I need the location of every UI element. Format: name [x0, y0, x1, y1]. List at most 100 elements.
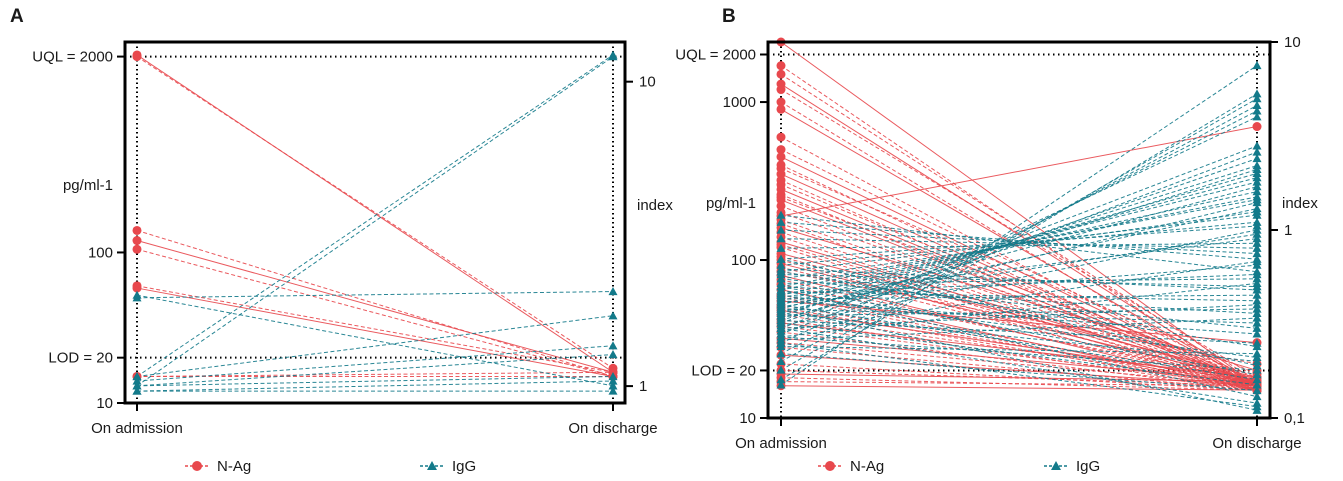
igg-line	[136, 315, 614, 377]
right-axis-title: index	[637, 197, 673, 214]
nag-marker	[132, 225, 142, 235]
igg-line	[780, 258, 1258, 367]
igg-line	[780, 233, 1258, 308]
igg-line	[780, 229, 1258, 254]
nag-marker	[132, 52, 142, 62]
legend-item-n-ag: N-Ag	[185, 458, 251, 475]
igg-line	[780, 221, 1258, 260]
igg-line	[780, 308, 1258, 411]
igg-marker	[1252, 60, 1262, 70]
igg-line	[780, 268, 1258, 291]
legend-label: IgG	[452, 458, 476, 475]
igg-marker	[776, 300, 786, 309]
igg-line	[780, 300, 1258, 335]
legend-marker	[825, 461, 835, 471]
nag-line	[780, 309, 1258, 383]
igg-marker	[1252, 112, 1262, 121]
igg-marker	[1252, 229, 1262, 238]
igg-line	[780, 214, 1258, 273]
igg-line	[780, 242, 1258, 249]
legend-label: N-Ag	[850, 458, 884, 475]
igg-marker	[608, 371, 618, 381]
igg-line	[136, 56, 614, 387]
igg-marker	[1252, 375, 1262, 384]
series-markers	[132, 50, 618, 395]
igg-line	[780, 158, 1258, 324]
igg-line	[780, 221, 1258, 266]
nag-line	[780, 247, 1258, 391]
right-tick-label: 1	[1284, 222, 1292, 239]
igg-line	[780, 346, 1258, 355]
igg-marker	[776, 365, 786, 374]
x-category-label: On discharge	[1212, 435, 1301, 452]
igg-line	[780, 286, 1258, 314]
left-tick-label: 100	[731, 252, 756, 269]
igg-line	[780, 110, 1258, 355]
igg-marker	[1252, 342, 1262, 351]
igg-marker	[776, 234, 786, 243]
nag-marker	[776, 152, 786, 162]
igg-line	[780, 286, 1258, 376]
igg-line	[136, 345, 614, 382]
igg-marker	[1252, 225, 1262, 234]
igg-line	[780, 278, 1258, 284]
igg-marker	[776, 318, 786, 327]
igg-marker	[1252, 260, 1262, 269]
igg-marker	[1252, 147, 1262, 156]
igg-line	[780, 322, 1258, 386]
x-category-label: On admission	[91, 420, 183, 437]
chart-panel-a: A 10 LOD = 20 100 UQL = 2000 1 10 pg/ml-1 index O…	[10, 6, 673, 437]
igg-line	[780, 211, 1258, 280]
nag-line	[780, 381, 1258, 387]
igg-line	[780, 291, 1258, 302]
igg-marker	[1252, 248, 1262, 258]
nag-line	[780, 373, 1258, 383]
igg-marker	[1252, 370, 1262, 379]
igg-marker	[1252, 300, 1262, 309]
igg-marker	[776, 308, 786, 318]
igg-line	[136, 380, 614, 392]
legend-marker	[192, 461, 202, 471]
igg-marker	[776, 375, 786, 384]
igg-marker	[608, 311, 618, 320]
nag-marker	[776, 132, 786, 142]
nag-line	[136, 287, 614, 377]
legend-item-igg: IgG	[1044, 458, 1100, 475]
legend-panel-a: N-Ag IgG	[185, 458, 476, 475]
legend-marker	[1051, 461, 1061, 470]
igg-line	[780, 225, 1258, 260]
series-lines	[780, 41, 1258, 411]
left-tick-label: LOD = 20	[48, 350, 113, 367]
nag-marker	[776, 201, 786, 211]
igg-marker	[1252, 313, 1262, 322]
right-tick-label: 0,1	[1284, 410, 1305, 427]
nag-marker	[132, 236, 142, 246]
igg-marker	[1252, 141, 1262, 150]
igg-marker	[1252, 154, 1262, 163]
igg-line	[780, 342, 1258, 408]
nag-line	[780, 304, 1258, 387]
igg-marker	[776, 290, 786, 299]
igg-line	[780, 308, 1258, 324]
igg-marker	[1252, 106, 1262, 115]
igg-marker	[608, 287, 618, 296]
nag-line	[136, 54, 614, 373]
nag-line	[780, 319, 1258, 391]
igg-line	[780, 238, 1258, 249]
nag-line	[780, 205, 1258, 391]
igg-marker	[1252, 243, 1262, 252]
igg-marker	[608, 349, 618, 359]
legend-item-n-ag: N-Ag	[818, 458, 884, 475]
igg-line	[780, 93, 1258, 381]
nag-line	[136, 371, 614, 377]
igg-marker	[776, 217, 786, 226]
left-axis-title: pg/ml-1	[63, 177, 113, 194]
igg-line	[136, 353, 614, 387]
igg-line	[780, 177, 1258, 306]
igg-line	[780, 202, 1258, 319]
igg-line	[780, 168, 1258, 321]
igg-line	[780, 229, 1258, 327]
igg-marker	[1252, 177, 1262, 186]
left-tick-label: LOD = 20	[691, 362, 756, 379]
